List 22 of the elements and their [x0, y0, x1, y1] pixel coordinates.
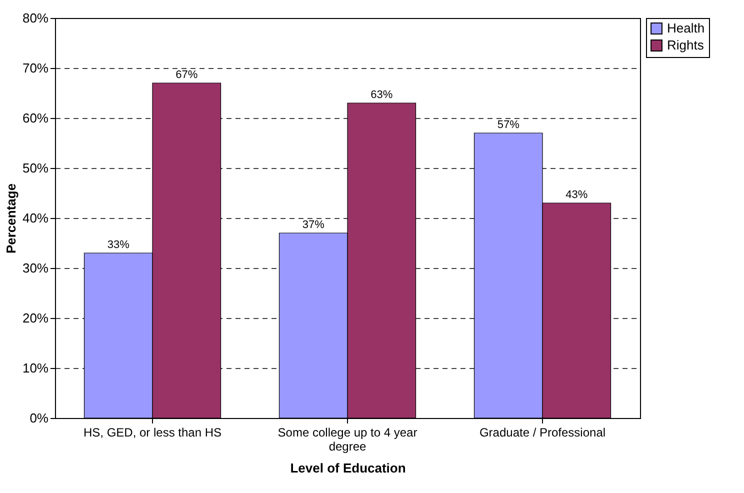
data-label: 37% — [302, 219, 325, 231]
data-label: 43% — [566, 189, 588, 201]
legend-label: Rights — [667, 38, 704, 52]
data-label: 63% — [370, 89, 393, 101]
x-tick-label: HS, GED, or less than HS — [83, 426, 222, 440]
data-label: 33% — [107, 239, 130, 251]
x-tick-label: Some college up to 4 year degree — [278, 426, 418, 454]
y-tick-label: 60% — [22, 110, 49, 126]
data-label: 67% — [176, 69, 198, 81]
x-tick-label: Graduate / Professional — [479, 426, 606, 440]
y-tick-label: 20% — [22, 310, 49, 326]
x-axis-title: Level of Education — [290, 460, 406, 476]
y-tick-label: 50% — [22, 160, 49, 176]
data-label: 57% — [497, 119, 520, 131]
y-tick-label: 70% — [22, 60, 49, 76]
y-tick-label: 80% — [22, 10, 49, 26]
y-tick-label: 10% — [22, 360, 49, 376]
legend-label: Health — [667, 20, 705, 36]
y-tick-label: 0% — [30, 410, 49, 426]
y-axis-title: Percentage — [3, 183, 18, 254]
y-tick-label: 40% — [22, 210, 49, 226]
y-tick-label: 30% — [22, 260, 49, 276]
